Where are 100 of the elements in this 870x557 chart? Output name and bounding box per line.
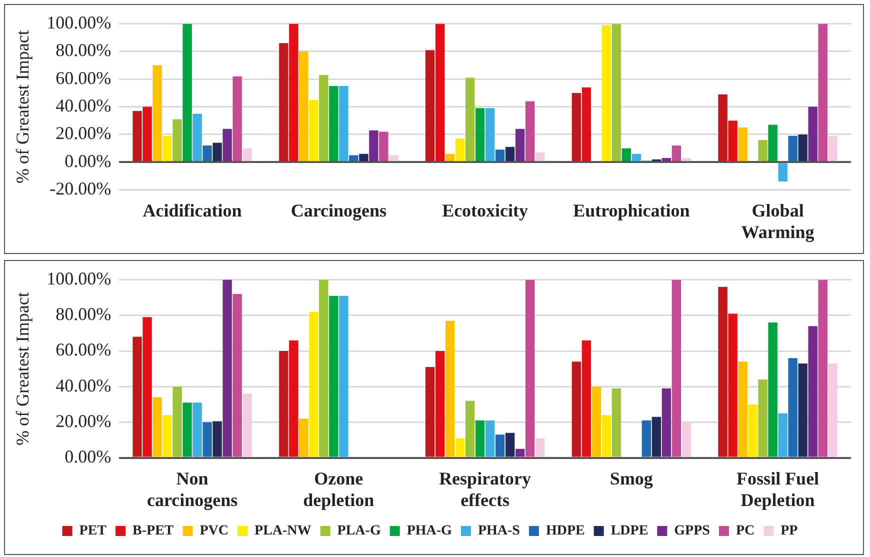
bar [435, 351, 445, 457]
bar [718, 286, 728, 457]
y-tick-label: 60.00% [56, 68, 112, 88]
x-tick-label: Ecotoxicity [442, 200, 528, 220]
y-tick-label: 100.00% [46, 268, 112, 289]
bar [425, 50, 435, 162]
bar [379, 132, 388, 162]
bar [728, 120, 738, 162]
bar [212, 421, 222, 457]
x-tick-label: Non carcinogens [146, 468, 238, 510]
bar [602, 25, 612, 162]
legend-label: PLA-NW [254, 524, 312, 539]
bar [132, 336, 142, 457]
bar [818, 24, 828, 162]
bar [359, 154, 368, 162]
bar [299, 51, 308, 162]
x-tick-label: Fossil Fuel Depletion [736, 468, 820, 510]
bar [535, 438, 545, 457]
bar [505, 432, 515, 457]
bar [329, 86, 338, 162]
bar [485, 108, 495, 162]
bar [289, 24, 298, 162]
bar [425, 367, 435, 457]
bar [142, 106, 152, 162]
y-tick-label: 40.00% [56, 96, 112, 116]
bar [788, 136, 798, 162]
bar [515, 128, 525, 162]
bar [728, 314, 738, 457]
legend-label: PVC [200, 524, 229, 539]
x-tick-label: Carcinogens [290, 200, 386, 220]
bar [682, 158, 692, 162]
bar [132, 110, 142, 162]
bar [485, 420, 495, 457]
legend-label: PHA-G [406, 524, 452, 539]
bar [339, 86, 348, 162]
bar [445, 154, 455, 162]
x-tick-label: Global Warming [741, 200, 814, 242]
bar [798, 134, 808, 162]
bar [718, 94, 728, 162]
bar [662, 158, 672, 162]
y-tick-label: 40.00% [56, 375, 112, 396]
bar [768, 124, 778, 162]
bar [758, 140, 768, 162]
bar [778, 163, 788, 182]
bar [535, 152, 545, 162]
bar [232, 294, 242, 457]
y-tick-label: 20.00% [56, 123, 112, 144]
bar [662, 388, 672, 457]
bar [242, 394, 252, 457]
bar [279, 351, 288, 457]
bar [319, 280, 328, 457]
bar [232, 76, 242, 162]
bar [632, 154, 642, 162]
bar [788, 358, 798, 457]
bar [349, 155, 358, 162]
x-tick-label: Smog [610, 468, 653, 488]
bar [182, 24, 192, 162]
bar [738, 128, 748, 162]
bar [828, 363, 838, 457]
bar [525, 101, 535, 162]
bar [309, 100, 318, 162]
bar [162, 136, 172, 162]
legend-label: PET [79, 524, 108, 539]
y-tick-label: 0.00% [64, 446, 112, 467]
bar [212, 142, 222, 162]
bar [572, 92, 582, 162]
y-tick-label: 20.00% [56, 410, 112, 431]
bar [475, 420, 485, 457]
bar [768, 322, 778, 457]
y-axis-title: % of Greatest Impact [12, 292, 33, 446]
bar [465, 400, 475, 457]
bar [279, 43, 288, 162]
x-tick-label: Eutrophication [573, 200, 690, 220]
bar [475, 108, 485, 162]
bar [748, 404, 758, 457]
bar [172, 119, 182, 162]
bar [652, 416, 662, 457]
bar [222, 128, 232, 162]
bar [505, 146, 515, 162]
bar [339, 296, 348, 457]
bar [525, 280, 535, 457]
bar [602, 415, 612, 457]
bar [495, 150, 505, 162]
legend-label: PC [736, 524, 755, 539]
bar [592, 386, 602, 457]
bar [202, 146, 212, 162]
y-axis-title: % of Greatest Impact [12, 30, 33, 184]
bar [808, 326, 818, 457]
bar [192, 402, 202, 457]
bar [465, 78, 475, 162]
bar [162, 415, 172, 457]
bar [299, 418, 308, 457]
legend-label: PP [780, 524, 798, 539]
bar [309, 312, 318, 457]
bar [435, 24, 445, 162]
bar [818, 280, 828, 457]
bar [182, 402, 192, 457]
x-tick-label: Ozone depletion [303, 468, 374, 510]
bar [672, 146, 682, 162]
bar [369, 130, 378, 162]
